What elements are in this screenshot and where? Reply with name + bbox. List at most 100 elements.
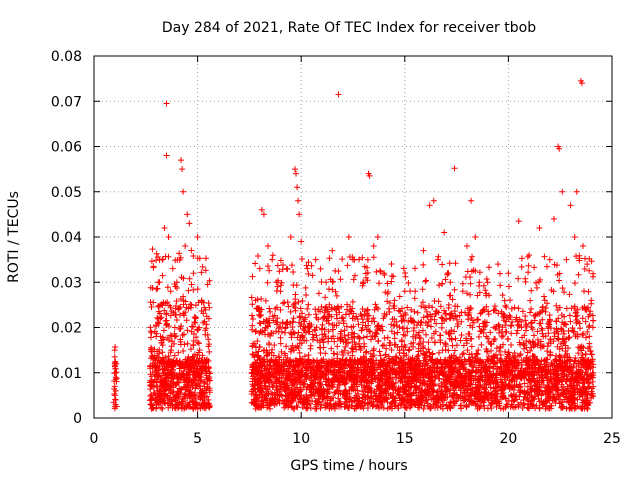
data-point: [429, 304, 436, 311]
data-point: [563, 305, 570, 312]
data-point: [153, 250, 160, 257]
data-point: [423, 277, 430, 284]
data-point: [375, 337, 382, 344]
data-point: [190, 369, 197, 376]
data-point: [308, 262, 315, 269]
data-point: [202, 267, 209, 274]
data-point: [196, 355, 203, 362]
data-point: [150, 263, 157, 270]
data-point: [162, 317, 169, 324]
data-point: [486, 264, 493, 271]
data-point: [197, 363, 204, 370]
data-point: [206, 348, 213, 355]
data-point: [586, 322, 593, 329]
data-point: [148, 401, 155, 408]
data-point: [557, 399, 564, 406]
data-point: [149, 394, 156, 401]
data-point: [204, 356, 211, 363]
data-point: [176, 305, 183, 312]
data-point: [165, 336, 172, 343]
data-point: [452, 260, 459, 267]
data-point: [543, 263, 550, 270]
data-point: [303, 292, 310, 299]
data-point: [317, 344, 324, 351]
data-point: [204, 381, 211, 388]
data-point: [154, 359, 161, 366]
data-point: [179, 373, 186, 380]
data-point: [384, 334, 391, 341]
data-point: [451, 286, 458, 293]
data-point: [502, 302, 509, 309]
data-point: [190, 323, 197, 330]
data-point: [167, 349, 174, 356]
data-point: [206, 377, 213, 384]
data-point: [334, 315, 341, 322]
data-point: [171, 397, 178, 404]
data-point: [318, 303, 325, 310]
data-point: [316, 380, 323, 387]
data-point: [414, 309, 421, 316]
data-point: [582, 351, 589, 358]
data-point: [184, 363, 191, 370]
data-point: [475, 333, 482, 340]
data-point: [370, 254, 377, 261]
data-point: [202, 331, 209, 338]
data-point: [527, 309, 534, 316]
data-point: [582, 318, 589, 325]
data-point: [518, 255, 525, 262]
data-point: [360, 334, 367, 341]
data-point: [153, 323, 160, 330]
data-point: [206, 341, 213, 348]
data-point: [527, 297, 534, 304]
data-point: [148, 303, 155, 310]
data-point: [533, 284, 540, 291]
data-point: [172, 394, 179, 401]
data-point: [159, 272, 166, 279]
data-point: [447, 398, 454, 405]
data-point: [154, 383, 161, 390]
data-point: [278, 348, 285, 355]
data-point: [192, 380, 199, 387]
data-point: [177, 376, 184, 383]
data-point: [467, 274, 474, 281]
data-point: [177, 362, 184, 369]
data-point: [399, 325, 406, 332]
data-point: [317, 265, 324, 272]
data-point: [588, 351, 595, 358]
data-point: [376, 348, 383, 355]
data-point: [162, 399, 169, 406]
data-point: [420, 261, 427, 268]
data-point: [358, 327, 365, 334]
data-point: [164, 393, 171, 400]
data-point: [457, 337, 464, 344]
data-point: [194, 339, 201, 346]
data-point: [158, 314, 165, 321]
data-point: [191, 319, 198, 326]
data-point: [357, 311, 364, 318]
data-point: [518, 263, 525, 270]
data-point: [468, 343, 475, 350]
data-point: [153, 405, 160, 412]
data-point: [394, 329, 401, 336]
data-point: [405, 279, 412, 286]
data-point: [173, 357, 180, 364]
data-point: [305, 311, 312, 318]
data-point: [439, 261, 446, 268]
data-point: [581, 266, 588, 272]
data-point: [528, 287, 535, 294]
data-point: [361, 343, 368, 350]
data-point: [264, 279, 271, 286]
data-point: [422, 331, 429, 338]
data-point: [290, 315, 297, 322]
data-point: [388, 260, 395, 267]
data-point: [364, 256, 371, 263]
data-point: [586, 267, 593, 274]
data-point: [195, 299, 202, 306]
data-point: [511, 304, 518, 311]
data-point: [332, 267, 339, 274]
data-point: [379, 342, 386, 349]
data-point: [188, 328, 195, 335]
data-point: [392, 353, 399, 360]
data-point: [506, 283, 513, 290]
data-point: [411, 324, 418, 331]
